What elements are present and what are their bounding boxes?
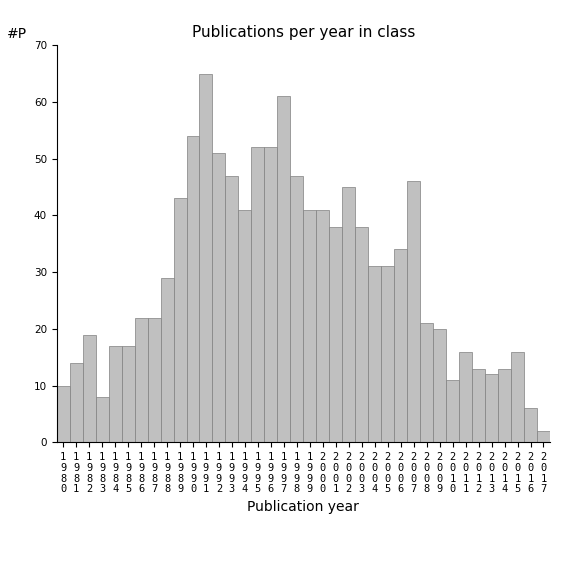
Bar [394, 249, 407, 442]
Bar [239, 210, 251, 442]
Bar [226, 176, 239, 442]
Bar [316, 210, 329, 442]
Bar [174, 198, 187, 442]
Bar [485, 374, 498, 442]
Bar [83, 335, 96, 442]
Bar [264, 147, 277, 442]
Bar [303, 210, 316, 442]
Bar [511, 352, 524, 442]
Bar [537, 431, 550, 442]
Bar [70, 363, 83, 442]
Bar [57, 386, 70, 442]
Bar [472, 369, 485, 442]
Bar [433, 329, 446, 442]
Bar [96, 397, 109, 442]
Bar [187, 136, 200, 442]
Bar [160, 278, 174, 442]
Bar [381, 266, 394, 442]
Y-axis label: #P: #P [7, 27, 27, 41]
Bar [524, 408, 537, 442]
Bar [356, 227, 368, 442]
Bar [134, 318, 147, 442]
Title: Publications per year in class: Publications per year in class [192, 25, 415, 40]
Bar [213, 153, 226, 442]
Bar [277, 96, 290, 442]
Bar [200, 74, 213, 442]
Bar [407, 181, 420, 442]
Bar [342, 187, 356, 442]
Bar [121, 346, 134, 442]
Bar [368, 266, 381, 442]
Bar [420, 323, 433, 442]
X-axis label: Publication year: Publication year [247, 500, 359, 514]
Bar [446, 380, 459, 442]
Bar [459, 352, 472, 442]
Bar [147, 318, 160, 442]
Bar [109, 346, 121, 442]
Bar [290, 176, 303, 442]
Bar [498, 369, 511, 442]
Bar [329, 227, 342, 442]
Bar [251, 147, 264, 442]
